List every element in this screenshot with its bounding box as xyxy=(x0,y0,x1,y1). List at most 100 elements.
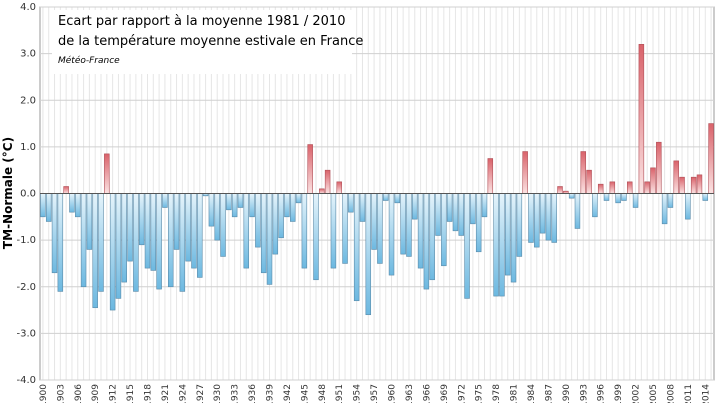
bar xyxy=(255,193,261,248)
bar xyxy=(435,193,441,236)
bar xyxy=(603,193,610,201)
source: Météo-France xyxy=(58,55,120,66)
x-tick-label: 1996 xyxy=(597,384,607,403)
bar xyxy=(638,43,645,194)
bar xyxy=(516,193,523,257)
x-tick-label: 1939 xyxy=(266,384,276,403)
bar xyxy=(679,176,685,194)
bar xyxy=(220,193,226,257)
bar xyxy=(144,193,151,269)
x-tick-label: 2008 xyxy=(666,384,676,403)
bar xyxy=(423,193,430,290)
bar xyxy=(208,193,215,227)
x-tick-label: 1966 xyxy=(422,384,432,403)
bar xyxy=(365,193,372,316)
bar xyxy=(580,151,587,194)
bar xyxy=(342,193,348,264)
y-tick-label: -4.0 xyxy=(16,375,36,386)
bar xyxy=(330,193,337,269)
bar xyxy=(661,193,668,225)
bar xyxy=(487,158,494,194)
x-tick-label: 1981 xyxy=(510,384,520,403)
bar xyxy=(57,193,64,292)
bar xyxy=(307,144,313,194)
bar xyxy=(557,186,563,194)
x-tick-label: 1945 xyxy=(300,384,310,403)
bar xyxy=(197,193,203,278)
bar xyxy=(400,193,406,255)
bar xyxy=(632,193,639,208)
bar xyxy=(702,193,709,201)
bar xyxy=(493,193,499,297)
x-tick-label: 1915 xyxy=(126,384,136,403)
y-tick-label: 3.0 xyxy=(20,49,36,60)
x-tick-label: 1957 xyxy=(370,384,380,403)
bar xyxy=(545,193,552,241)
bar xyxy=(609,181,616,194)
bar xyxy=(191,193,197,269)
bar xyxy=(377,193,383,264)
x-tick-label: 1936 xyxy=(248,384,258,403)
x-tick-label: 1912 xyxy=(109,384,119,403)
bar xyxy=(429,193,435,281)
y-tick-label: -1.0 xyxy=(16,235,36,246)
bar xyxy=(284,193,290,218)
bar xyxy=(167,193,174,288)
bar xyxy=(45,193,52,222)
bar xyxy=(446,193,453,222)
bar xyxy=(441,193,447,267)
x-tick-label: 1942 xyxy=(283,384,293,403)
bar xyxy=(615,193,621,204)
bar xyxy=(313,193,319,281)
bar xyxy=(528,193,534,243)
bar xyxy=(388,193,395,276)
bar xyxy=(185,193,191,262)
x-tick-label: 1927 xyxy=(196,384,206,403)
bar xyxy=(539,193,546,234)
bar xyxy=(551,193,557,243)
bar xyxy=(592,193,598,218)
bar xyxy=(359,193,366,222)
bars xyxy=(40,43,714,316)
bar xyxy=(708,123,714,194)
bar xyxy=(214,193,220,241)
x-tick-label: 1906 xyxy=(74,384,84,403)
bar xyxy=(394,193,401,204)
x-tick-label: 1969 xyxy=(440,384,450,403)
x-tick-label: 1921 xyxy=(161,384,171,403)
bar xyxy=(470,193,476,225)
bar xyxy=(266,193,273,285)
bar xyxy=(475,193,482,253)
bar xyxy=(40,193,46,218)
bar xyxy=(597,183,604,194)
x-tick-label: 2011 xyxy=(684,384,694,403)
bar xyxy=(464,193,470,299)
bar xyxy=(156,193,162,290)
x-tick-label: 1960 xyxy=(388,384,398,403)
bar xyxy=(121,193,127,283)
bar xyxy=(353,193,360,302)
bar xyxy=(237,193,244,208)
bar xyxy=(412,193,418,220)
bar xyxy=(348,193,354,213)
x-tick-label: 1933 xyxy=(231,384,241,403)
x-tick-label: 1990 xyxy=(562,384,572,403)
bar xyxy=(127,193,133,262)
x-tick-label: 1984 xyxy=(527,384,537,403)
bar xyxy=(382,193,389,201)
x-tick-label: 1951 xyxy=(335,384,345,403)
bar xyxy=(295,193,302,204)
title-box xyxy=(52,10,352,74)
y-tick-label: -2.0 xyxy=(16,282,36,293)
x-tick-label: 1909 xyxy=(91,384,101,403)
bar xyxy=(534,193,540,248)
bar xyxy=(226,193,232,211)
chart-title: Ecart par rapport à la moyenne 1981 / 20… xyxy=(58,14,345,29)
x-tick-label: 2005 xyxy=(649,384,659,403)
x-tick-label: 1987 xyxy=(544,384,554,403)
bar xyxy=(656,141,662,194)
bar xyxy=(133,193,139,292)
bar xyxy=(685,193,691,220)
x-tick-label: 1999 xyxy=(614,384,624,403)
